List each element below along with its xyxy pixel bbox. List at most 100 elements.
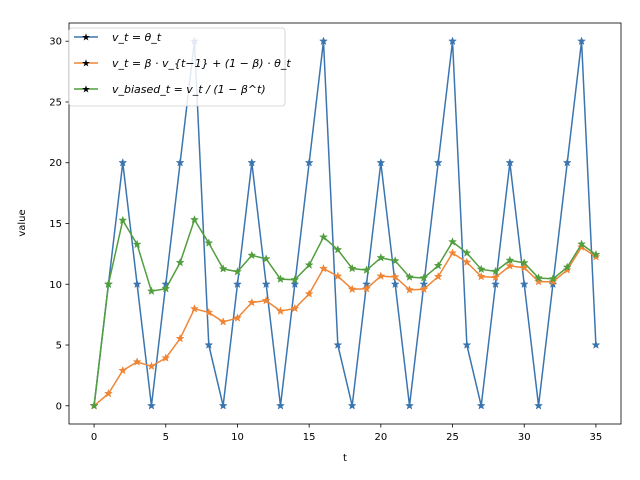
series-2-point	[247, 297, 257, 307]
series-1-point	[376, 158, 386, 167]
y-tick-label-6: 30	[49, 37, 62, 48]
x-tick-label-4: 20	[374, 432, 387, 443]
series-3-point	[534, 273, 544, 282]
series-1-point	[204, 340, 214, 349]
series-3-point	[548, 274, 558, 283]
series-2-point	[462, 257, 472, 267]
series-3-point	[218, 264, 228, 273]
series-2-point	[347, 284, 357, 294]
series-2-point	[390, 272, 400, 281]
series-3-point	[247, 250, 257, 260]
y-tick-label-2: 10	[49, 280, 62, 291]
series-1-point	[577, 36, 587, 46]
series-1-point	[505, 158, 515, 167]
series-1-point	[519, 279, 529, 289]
series-2-point	[376, 271, 386, 280]
series-3-point	[448, 237, 458, 246]
series-3-point	[577, 239, 587, 248]
series-1-point	[218, 401, 228, 410]
series-3-point	[118, 215, 128, 225]
x-axis-label: t	[343, 453, 347, 464]
series-2-point	[132, 357, 142, 366]
series-1-point	[534, 401, 544, 410]
series-1-point	[347, 401, 357, 410]
series-1-point	[548, 279, 558, 289]
legend-box	[68, 27, 286, 107]
series-3-point	[519, 258, 529, 267]
series-1-point	[405, 401, 414, 410]
series-line-2	[93, 246, 597, 407]
series-1-point	[476, 401, 486, 410]
series-1-point	[591, 340, 601, 349]
series-2-point	[491, 272, 501, 282]
series-3-point	[390, 256, 400, 265]
series-3-point	[103, 279, 113, 289]
series-1-point	[433, 158, 443, 167]
series-3-point	[419, 273, 429, 282]
y-axis-ticks: 0 5 10 15 20 25 30	[49, 37, 69, 412]
series-2-point	[448, 248, 458, 257]
series-3-point	[319, 232, 328, 241]
series-1-point	[290, 279, 300, 289]
series-3-point	[347, 263, 357, 273]
x-tick-label-5: 25	[446, 432, 459, 443]
series-2-point	[276, 306, 285, 315]
series-3-point	[89, 401, 99, 410]
series-1-point	[390, 279, 400, 289]
series-1-point	[304, 158, 314, 167]
series-2-point	[476, 271, 486, 281]
legend-entry-1: ★ v_t = θ_t	[74, 31, 162, 44]
series-3-point	[333, 245, 343, 254]
series-2-point	[290, 303, 300, 313]
legend-label-2: v_t = β · v_{t−1} + (1 − β) · θ_t	[112, 57, 291, 70]
series-2-point	[319, 263, 328, 273]
plot-area	[89, 36, 601, 410]
series-3-point	[132, 239, 142, 249]
y-axis-label: value	[17, 209, 28, 236]
x-tick-label-6: 30	[518, 432, 531, 443]
series-line-3	[93, 218, 597, 406]
x-axis-ticks: 0 5 10 15 20 25 30 35	[91, 424, 602, 443]
series-3-point	[290, 275, 300, 284]
y-tick-label-3: 15	[49, 219, 62, 230]
series-3-point	[591, 249, 601, 259]
legend-entry-3: ★ v_biased_t = v_t / (1 − β^t)	[74, 83, 266, 96]
series-3-point	[161, 284, 171, 293]
series-3-point	[175, 257, 185, 267]
y-tick-label-5: 25	[49, 97, 62, 108]
series-1-point	[247, 158, 257, 167]
legend-marker-3: ★	[82, 85, 91, 96]
x-tick-label-2: 10	[231, 432, 244, 443]
legend-label-3: v_biased_t = v_t / (1 − β^t)	[112, 83, 266, 96]
y-tick-label-0: 0	[56, 401, 62, 412]
series-3-point	[462, 248, 472, 257]
series-3-point	[562, 262, 572, 272]
series-1-point	[333, 340, 343, 349]
series-1-point	[276, 401, 285, 410]
series-2-point	[232, 313, 242, 322]
legend-entry-2: ★ v_t = β · v_{t−1} + (1 − β) · θ_t	[74, 57, 291, 70]
series-3-point	[261, 254, 271, 263]
series-2-point	[405, 285, 414, 294]
series-3-point	[376, 253, 386, 262]
series-2-point	[189, 304, 199, 313]
legend: ★ v_t = θ_t ★ v_t = β · v_{t−1} + (1 − β…	[68, 27, 291, 107]
series-2-point	[548, 277, 558, 286]
series-2-point	[505, 261, 515, 270]
series-line-1	[93, 40, 597, 407]
y-tick-label-1: 5	[56, 341, 62, 352]
series-1-point	[261, 279, 271, 289]
x-tick-label-1: 5	[163, 432, 169, 443]
x-tick-label-3: 15	[303, 432, 316, 443]
series-1-point	[448, 36, 458, 46]
series-1-point	[175, 158, 185, 167]
series-3-point	[304, 260, 314, 269]
series-3-point	[505, 255, 515, 265]
series-2-point	[362, 284, 371, 293]
series-2-point	[146, 361, 156, 371]
series-2-point	[175, 333, 185, 343]
series-3-point	[405, 272, 414, 281]
series-1-point	[132, 279, 142, 289]
series-1-point	[319, 36, 328, 46]
